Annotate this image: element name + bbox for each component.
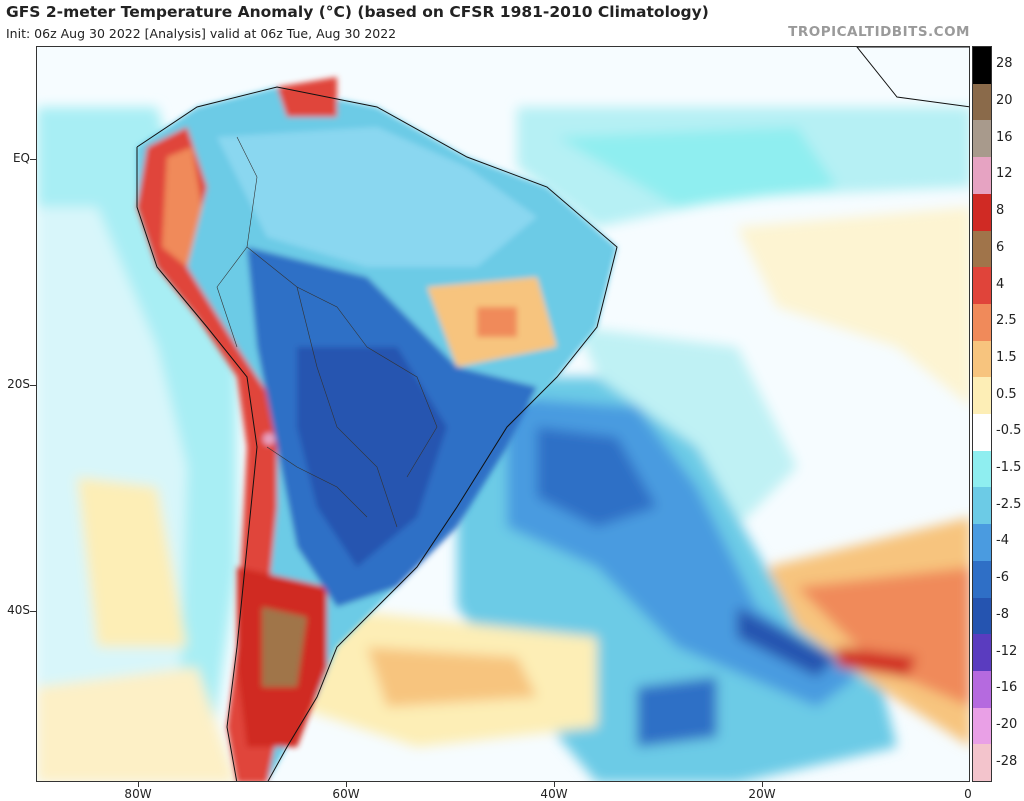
colorbar-swatch — [973, 414, 991, 452]
colorbar-label: 28 — [996, 56, 1013, 72]
map-subtitle: Init: 06z Aug 30 2022 [Analysis] valid a… — [6, 26, 397, 41]
colorbar-swatch — [973, 120, 991, 158]
colorbar-swatch — [973, 524, 991, 562]
colorbar-swatch — [973, 303, 991, 342]
site-credit: TROPICALTIDBITS.COM — [788, 24, 970, 40]
x-label-80w: 80W — [124, 787, 152, 801]
colorbar-swatch — [973, 83, 991, 121]
x-label-0: 0 — [964, 787, 972, 801]
y-label-eq: EQ — [12, 151, 30, 165]
map-title: GFS 2-meter Temperature Anomaly (°C) (ba… — [6, 3, 709, 21]
country-borders — [216, 136, 438, 528]
x-label-60w: 60W — [332, 787, 360, 801]
colorbar-label: -28 — [996, 753, 1018, 769]
ocean-anomaly-shading — [37, 107, 969, 781]
x-label-40w: 40W — [540, 787, 568, 801]
colorbar-swatch — [973, 230, 991, 268]
colorbar-swatch — [973, 560, 991, 598]
colorbar-swatch — [973, 707, 991, 745]
colorbar-swatch — [973, 487, 991, 525]
colorbar-label: -1.5 — [996, 460, 1022, 476]
y-tick-mark — [30, 385, 36, 386]
colorbar-label: 2.5 — [996, 313, 1017, 329]
anomaly-map — [36, 46, 970, 782]
colorbar-label: 20 — [996, 93, 1013, 109]
colorbar-label: -8 — [996, 606, 1009, 622]
y-tick-mark — [30, 159, 36, 160]
colorbar-label: 1.5 — [996, 349, 1017, 365]
continent-shading — [137, 77, 617, 781]
colorbar-swatch — [973, 157, 991, 195]
colorbar-swatch — [973, 47, 991, 85]
colorbar-swatch — [973, 193, 991, 231]
coastlines — [136, 47, 969, 781]
colorbar-label: -16 — [996, 680, 1018, 696]
colorbar-label: -6 — [996, 570, 1009, 586]
colorbar-swatch — [973, 267, 991, 305]
x-tick-mark — [346, 782, 347, 787]
colorbar-label: 16 — [996, 129, 1013, 145]
colorbar-label: 4 — [996, 276, 1005, 292]
colorbar-label: 12 — [996, 166, 1013, 182]
colorbar-label: -4 — [996, 533, 1009, 549]
x-tick-mark — [138, 782, 139, 787]
x-tick-mark — [554, 782, 555, 787]
colorbar-swatch — [973, 670, 991, 709]
colorbar-label: 6 — [996, 239, 1005, 255]
colorbar — [972, 46, 992, 782]
colorbar-label: 8 — [996, 203, 1005, 219]
x-label-20w: 20W — [748, 787, 776, 801]
y-tick-mark — [30, 611, 36, 612]
colorbar-label: 0.5 — [996, 386, 1017, 402]
colorbar-label: -12 — [996, 643, 1018, 659]
colorbar-swatch — [973, 340, 991, 378]
anomaly-field — [37, 47, 969, 781]
colorbar-label: -20 — [996, 716, 1018, 732]
colorbar-swatch — [973, 450, 991, 488]
y-label-20s: 20S — [7, 377, 30, 391]
colorbar-swatch — [973, 634, 991, 672]
x-tick-mark — [762, 782, 763, 787]
colorbar-label: -2.5 — [996, 496, 1022, 512]
colorbar-swatch — [973, 377, 991, 415]
y-label-40s: 40S — [7, 603, 30, 617]
colorbar-label: -0.5 — [996, 423, 1022, 439]
colorbar-swatch — [973, 744, 991, 782]
colorbar-swatch — [973, 597, 991, 635]
